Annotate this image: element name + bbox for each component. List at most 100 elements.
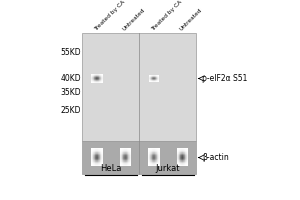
Bar	[94, 80, 95, 81]
Bar	[102, 150, 103, 151]
Bar	[156, 159, 157, 160]
Bar	[186, 155, 187, 156]
Bar	[121, 156, 122, 157]
Bar	[93, 77, 94, 78]
Bar	[126, 155, 127, 156]
Bar	[98, 82, 99, 83]
Bar	[91, 162, 92, 163]
Bar	[123, 153, 124, 154]
Bar	[93, 161, 94, 162]
Bar	[96, 154, 97, 155]
Bar	[126, 157, 127, 158]
Bar	[96, 157, 97, 158]
Bar	[99, 160, 100, 161]
Bar	[128, 156, 129, 157]
Bar	[102, 158, 103, 159]
Bar	[187, 154, 188, 155]
Bar	[127, 154, 128, 155]
Bar	[151, 152, 152, 153]
Bar	[98, 154, 99, 155]
Bar	[182, 163, 183, 164]
Bar	[156, 156, 157, 157]
Bar	[93, 80, 94, 81]
Bar	[187, 162, 188, 163]
Bar	[123, 149, 124, 150]
Bar	[158, 163, 159, 164]
Bar	[126, 150, 127, 151]
Bar	[149, 162, 150, 163]
Bar	[153, 152, 154, 153]
Bar	[95, 159, 96, 160]
Bar	[123, 160, 124, 161]
Bar	[181, 153, 182, 154]
Bar	[148, 158, 149, 159]
Bar	[130, 160, 131, 161]
Bar	[153, 149, 154, 150]
Bar	[186, 154, 187, 155]
Bar	[129, 156, 130, 157]
Bar	[93, 154, 94, 155]
Bar	[179, 165, 180, 166]
Bar	[128, 150, 129, 151]
Bar	[180, 155, 181, 156]
Bar	[101, 80, 102, 81]
Bar	[102, 151, 103, 152]
Bar	[124, 162, 125, 163]
Bar	[95, 165, 96, 166]
Bar	[181, 164, 182, 165]
Bar	[185, 152, 186, 153]
Bar	[98, 164, 99, 165]
Bar	[128, 155, 129, 156]
Bar	[124, 163, 125, 164]
Bar	[96, 151, 97, 152]
Bar	[178, 152, 179, 153]
Bar	[126, 159, 127, 160]
Bar	[154, 78, 155, 79]
Bar	[120, 163, 121, 164]
Bar	[153, 155, 154, 156]
Bar	[185, 161, 186, 162]
Bar	[149, 151, 150, 152]
Bar	[157, 77, 158, 78]
Bar	[155, 159, 156, 160]
Bar	[100, 156, 101, 157]
Bar	[94, 74, 95, 75]
Bar	[178, 159, 179, 160]
Bar	[99, 81, 100, 82]
Bar	[159, 165, 160, 166]
Bar	[97, 150, 98, 151]
Bar	[187, 160, 188, 161]
Bar	[95, 154, 96, 155]
Bar	[151, 76, 152, 77]
Bar	[155, 77, 156, 78]
Bar	[102, 157, 103, 158]
Bar	[123, 159, 124, 160]
Bar	[101, 78, 102, 79]
Bar	[149, 158, 150, 159]
Bar	[151, 157, 152, 158]
Bar	[125, 158, 126, 159]
Bar	[123, 148, 124, 149]
Bar	[154, 153, 155, 154]
Bar	[98, 161, 99, 162]
Text: Untreated: Untreated	[178, 7, 203, 32]
Bar	[127, 151, 128, 152]
Bar	[91, 164, 92, 165]
Bar	[153, 148, 154, 149]
Bar	[149, 80, 150, 81]
Bar	[155, 76, 156, 77]
Bar	[95, 151, 96, 152]
Bar	[125, 156, 126, 157]
Bar	[123, 164, 124, 165]
Bar	[150, 77, 151, 78]
Bar	[156, 77, 157, 78]
Bar	[101, 158, 102, 159]
Bar	[97, 77, 98, 78]
Bar	[181, 154, 182, 155]
Bar	[99, 163, 100, 164]
Bar	[159, 150, 160, 151]
Bar	[159, 162, 160, 163]
Bar	[126, 163, 127, 164]
Bar	[156, 78, 157, 79]
Bar	[102, 162, 103, 163]
